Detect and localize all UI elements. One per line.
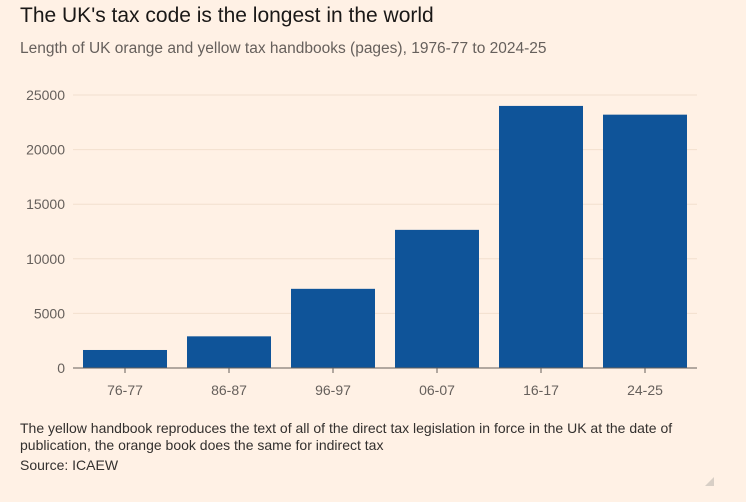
y-tick-label: 0 — [57, 360, 65, 376]
resize-handle-icon — [705, 477, 714, 486]
bar-chart: 0 5000 10000 15000 20000 25000 76-77 86-87 96-97… — [26, 87, 697, 398]
x-tick-label: 76-77 — [107, 382, 143, 398]
bar-76-77 — [83, 349, 167, 368]
x-tick-label: 06-07 — [419, 382, 455, 398]
bar-16-17 — [499, 105, 583, 369]
y-tick-label: 10000 — [26, 251, 65, 267]
bar-06-07 — [395, 229, 479, 368]
x-tick-label: 86-87 — [211, 382, 247, 398]
bar-86-87 — [187, 336, 271, 368]
chart-subtitle: Length of UK orange and yellow tax handb… — [20, 40, 547, 57]
chart-source: Source: ICAEW — [20, 457, 119, 473]
x-tick-label: 24-25 — [627, 382, 663, 398]
y-tick-label: 15000 — [26, 196, 65, 212]
chart-footnote: The yellow handbook reproduces the text … — [20, 420, 673, 453]
y-tick-label: 25000 — [26, 87, 65, 103]
x-tick-label: 16-17 — [523, 382, 559, 398]
x-tick-label: 96-97 — [315, 382, 351, 398]
y-tick-label: 5000 — [34, 305, 65, 321]
y-tick-label: 20000 — [26, 142, 65, 158]
bar-96-97 — [291, 288, 375, 368]
chart-title: The UK's tax code is the longest in the … — [20, 4, 434, 27]
bar-24-25 — [603, 114, 687, 368]
